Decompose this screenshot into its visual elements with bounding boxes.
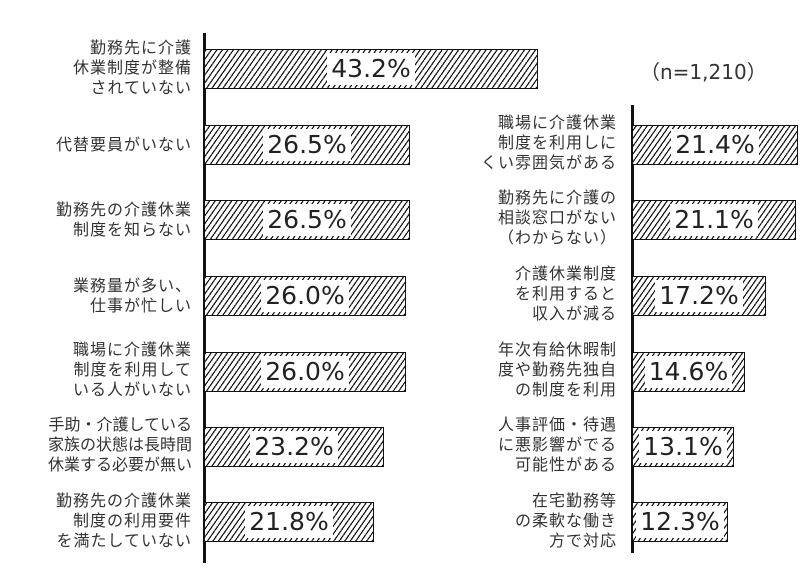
bar-value: 26.5% xyxy=(263,204,351,236)
left-bar-3: 26.0% xyxy=(204,276,406,316)
left-label-3: 業務量が多い、 仕事が忙しい xyxy=(72,276,192,315)
left-label-6: 勤務先の介護休業 制度の利用要件 を満たしていない xyxy=(55,491,192,550)
bar-value: 26.5% xyxy=(263,129,351,161)
bar-value: 23.2% xyxy=(250,431,338,463)
bar-value: 21.1% xyxy=(670,204,758,236)
bar-value: 43.2% xyxy=(327,53,415,85)
right-label-3: 年次有給休暇制 度や勤務先独自 の制度を利用 xyxy=(497,340,617,399)
right-label-1: 勤務先に介護の 相談窓口がない （わからない） xyxy=(497,188,617,247)
right-bar-2: 17.2% xyxy=(632,276,766,316)
left-bar-1: 26.5% xyxy=(204,125,410,165)
bar-value: 13.1% xyxy=(639,431,727,463)
left-label-1: 代替要員がいない xyxy=(55,135,192,154)
left-label-0: 勤務先に介護 休業制度が整備 されていない xyxy=(72,38,192,97)
left-bar-4: 26.0% xyxy=(204,352,406,392)
bar-value: 26.0% xyxy=(261,280,349,312)
left-bar-5: 23.2% xyxy=(204,427,384,467)
right-label-2: 介護休業制度 を利用すると 収入が減る xyxy=(514,264,617,323)
right-axis xyxy=(631,105,634,553)
left-label-2: 勤務先の介護休業 制度を知らない xyxy=(55,200,192,239)
left-bar-6: 21.8% xyxy=(204,502,374,542)
right-bar-1: 21.1% xyxy=(632,200,796,240)
bar-value: 14.6% xyxy=(644,356,733,388)
bar-value: 12.3% xyxy=(636,506,724,538)
right-bar-0: 21.4% xyxy=(632,125,798,165)
left-label-5: 手助・介護している 家族の状態は長時間 休業する必要が無い xyxy=(47,415,192,474)
bar-value: 26.0% xyxy=(261,356,349,388)
right-label-5: 在宅勤務等 の柔軟な働き 方で対応 xyxy=(514,491,617,550)
right-bar-3: 14.6% xyxy=(632,352,745,392)
bar-value: 21.8% xyxy=(245,506,333,538)
right-bar-4: 13.1% xyxy=(632,427,734,467)
right-label-0: 職場に介護休業 制度を利用しに くい雰囲気がある xyxy=(480,113,617,172)
left-label-4: 職場に介護休業 制度を利用して いる人がいない xyxy=(72,340,192,399)
bar-value: 17.2% xyxy=(655,280,743,312)
right-label-4: 人事評価・待遇 に悪影響がでる 可能性がある xyxy=(497,415,617,474)
bar-value: 21.4% xyxy=(671,129,759,161)
left-bar-0: 43.2% xyxy=(204,49,538,89)
sample-size-note: （n=1,210） xyxy=(640,60,767,84)
left-bar-2: 26.5% xyxy=(204,200,410,240)
right-bar-5: 12.3% xyxy=(632,502,728,542)
